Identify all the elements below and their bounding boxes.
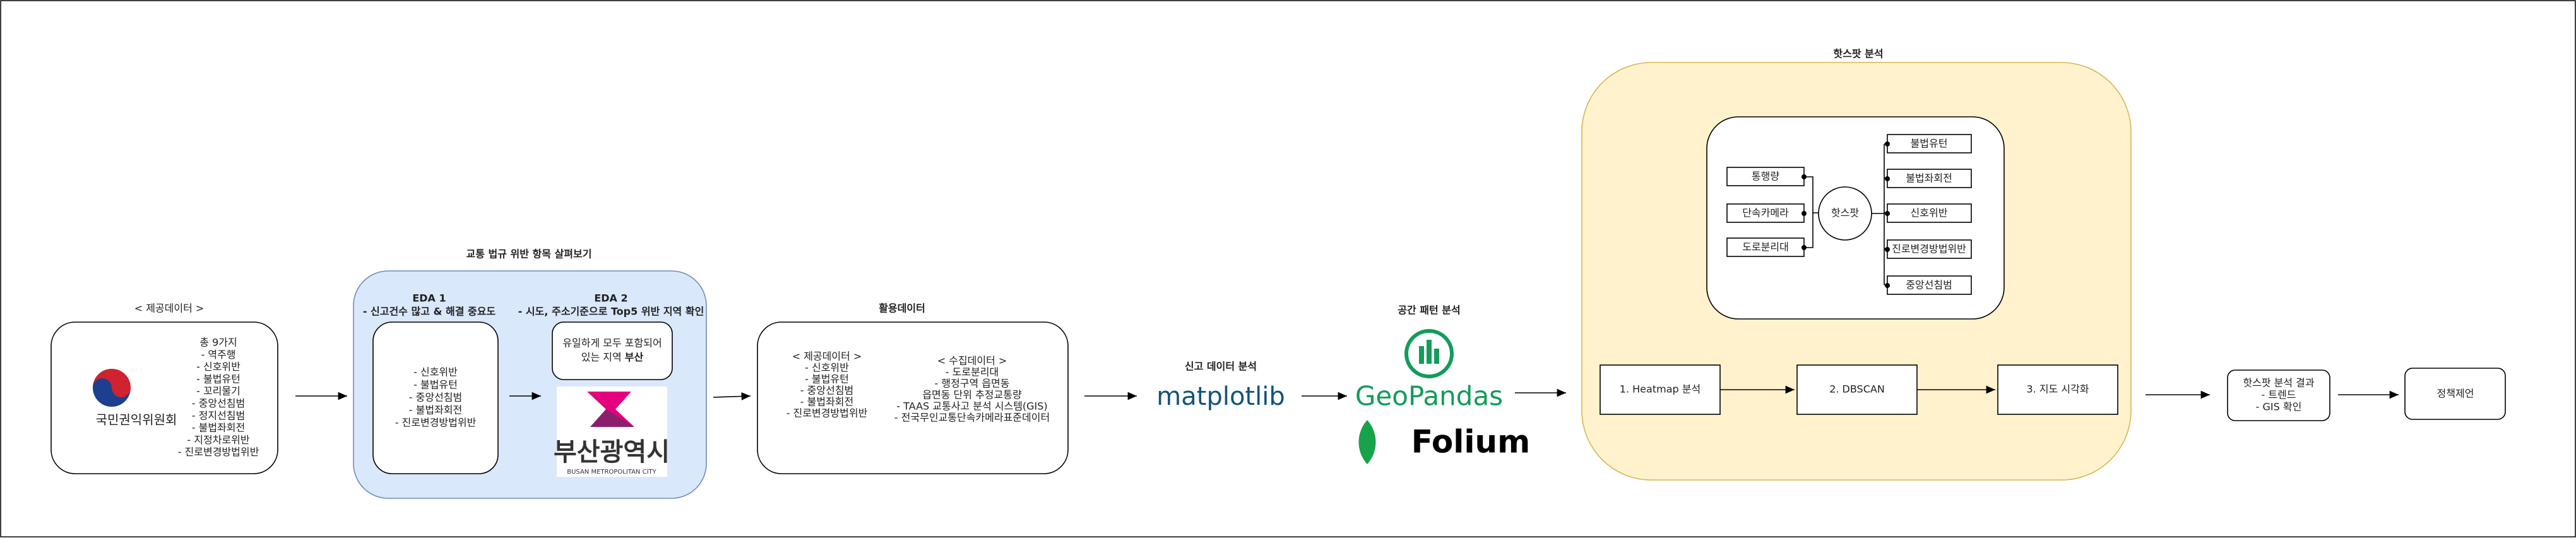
list-item: - 정지선침범 bbox=[192, 409, 245, 421]
list-item: - 도로분리대 bbox=[946, 366, 999, 378]
list-item: - 진로변경방법위반 bbox=[178, 446, 259, 458]
result-box bbox=[2227, 369, 2330, 421]
busan-name-en: BUSAN METROPOLITAN CITY bbox=[567, 469, 656, 476]
dot bbox=[1801, 174, 1807, 179]
group-title: 공간 패턴 분석 bbox=[1398, 304, 1460, 316]
list-item: 총 9가지 bbox=[199, 337, 237, 349]
result-line: - 트렌드 bbox=[2261, 389, 2296, 401]
dot bbox=[1801, 245, 1807, 250]
step-label: 3. 지도 시각화 bbox=[2026, 383, 2089, 395]
output-box bbox=[1887, 275, 1972, 295]
group-title: 교통 법규 위반 항목 살펴보기 bbox=[466, 248, 592, 260]
output-label: 불법좌회전 bbox=[1906, 172, 1952, 184]
list-item: - 진로변경방법위반 bbox=[395, 417, 477, 429]
dot bbox=[1801, 211, 1807, 216]
list-item: - 신호위반 bbox=[805, 362, 849, 374]
list-item: - 중앙선침범 bbox=[192, 397, 245, 409]
dot bbox=[1885, 283, 1890, 288]
group-title: 활용데이터 bbox=[879, 303, 925, 315]
list-item: - 역주행 bbox=[201, 349, 235, 361]
list-item: - 불법유턴 bbox=[805, 373, 849, 385]
list-item: - 불법좌회전 bbox=[192, 422, 245, 434]
list-item: - 중앙선침범 bbox=[800, 385, 853, 397]
input-label: 도로분리대 bbox=[1742, 241, 1789, 253]
policy-box bbox=[2404, 368, 2506, 420]
group-title: 신고 데이터 분석 bbox=[1185, 361, 1257, 373]
list-item: - 신호위반 bbox=[196, 361, 240, 373]
step-label: 1. Heatmap 분석 bbox=[1620, 383, 1701, 395]
policy-label: 정책제언 bbox=[2437, 388, 2474, 400]
output-box bbox=[1887, 203, 1972, 223]
tool-logo: GeoPandas bbox=[1355, 381, 1503, 412]
list-item: - 진로변경방법위반 bbox=[786, 407, 868, 419]
output-box bbox=[1887, 169, 1972, 188]
note: 있는 지역 부산 bbox=[581, 351, 644, 363]
folium-icon bbox=[1358, 420, 1376, 464]
note-text: 있는 지역 bbox=[581, 351, 622, 363]
busan-name: 부산광역시 bbox=[554, 438, 670, 467]
list-item: 읍면동 단위 추정교통량 bbox=[922, 389, 1022, 401]
dot bbox=[1885, 141, 1890, 147]
eda2-box bbox=[552, 321, 673, 380]
emblem-red bbox=[93, 369, 131, 397]
eda-title: EDA 1 bbox=[412, 292, 446, 304]
step-box bbox=[1997, 364, 2118, 415]
list-item: - TAAS 교통사고 분석 시스템(GIS) bbox=[896, 400, 1047, 412]
source-box bbox=[50, 321, 278, 474]
dot bbox=[1885, 176, 1890, 181]
eda-subtitle: - 신고건수 많고 & 해결 중요도 bbox=[363, 306, 496, 318]
output-label: 중앙선침범 bbox=[1906, 279, 1952, 291]
list-item: - 신호위반 bbox=[413, 366, 458, 378]
group-title: 핫스팟 분석 bbox=[1833, 48, 1883, 60]
eda-title: EDA 2 bbox=[594, 292, 627, 304]
note-bold: 부산 bbox=[625, 351, 644, 363]
list-item: - 불법좌회전 bbox=[800, 396, 853, 408]
eda1-box bbox=[372, 321, 499, 474]
tool-logo: Folium bbox=[1411, 424, 1530, 460]
list-item: - 불법유턴 bbox=[196, 373, 240, 385]
list-item: < 수집데이터 > bbox=[937, 355, 1007, 367]
label: < 제공데이터 > bbox=[134, 303, 205, 315]
input-box bbox=[1726, 203, 1805, 223]
output-label: 신호위반 bbox=[1911, 207, 1948, 219]
result-line: 핫스팟 분석 결과 bbox=[2243, 377, 2314, 389]
dot bbox=[1885, 211, 1890, 216]
input-label: 단속카메라 bbox=[1742, 207, 1789, 219]
org-name: 국민권익위원회 bbox=[96, 412, 177, 428]
icon-bar bbox=[1427, 340, 1432, 364]
note: 유일하게 모두 포함되어 bbox=[562, 337, 662, 349]
used-data-box bbox=[757, 321, 1069, 474]
input-label: 통행량 bbox=[1752, 171, 1779, 183]
arrows bbox=[295, 385, 2399, 400]
list-item: < 제공데이터 > bbox=[792, 351, 862, 363]
dot bbox=[1885, 247, 1890, 252]
list-item: - 지정차로위반 bbox=[187, 434, 249, 446]
tool-logo: matplotlib bbox=[1156, 382, 1285, 411]
icon-bar bbox=[1419, 346, 1424, 364]
step-label: 2. DBSCAN bbox=[1829, 383, 1885, 395]
output-label: 진로변경방법위반 bbox=[1892, 243, 1966, 255]
eda-subtitle: - 시도, 주소기준으로 Top5 위반 지역 확인 bbox=[518, 306, 704, 318]
step-box bbox=[1796, 364, 1918, 415]
busan-mark-shade bbox=[590, 409, 634, 427]
list-item: - 중앙선침범 bbox=[409, 392, 462, 404]
step-box bbox=[1600, 364, 1721, 415]
list-item: - 행정구역 읍면동 bbox=[935, 378, 1010, 390]
icon-bar bbox=[1434, 349, 1439, 364]
input-box bbox=[1726, 237, 1805, 257]
list-item: - 전국무인교통단속카메라표준데이터 bbox=[894, 412, 1050, 424]
output-label: 불법유턴 bbox=[1911, 138, 1948, 150]
result-line: - GIS 확인 bbox=[2256, 401, 2302, 413]
list-item: - 불법좌회전 bbox=[409, 404, 462, 416]
center-label: 핫스팟 bbox=[1831, 207, 1859, 219]
list-item: - 꼬리물기 bbox=[196, 385, 240, 397]
list-item: - 불법유턴 bbox=[413, 379, 458, 391]
